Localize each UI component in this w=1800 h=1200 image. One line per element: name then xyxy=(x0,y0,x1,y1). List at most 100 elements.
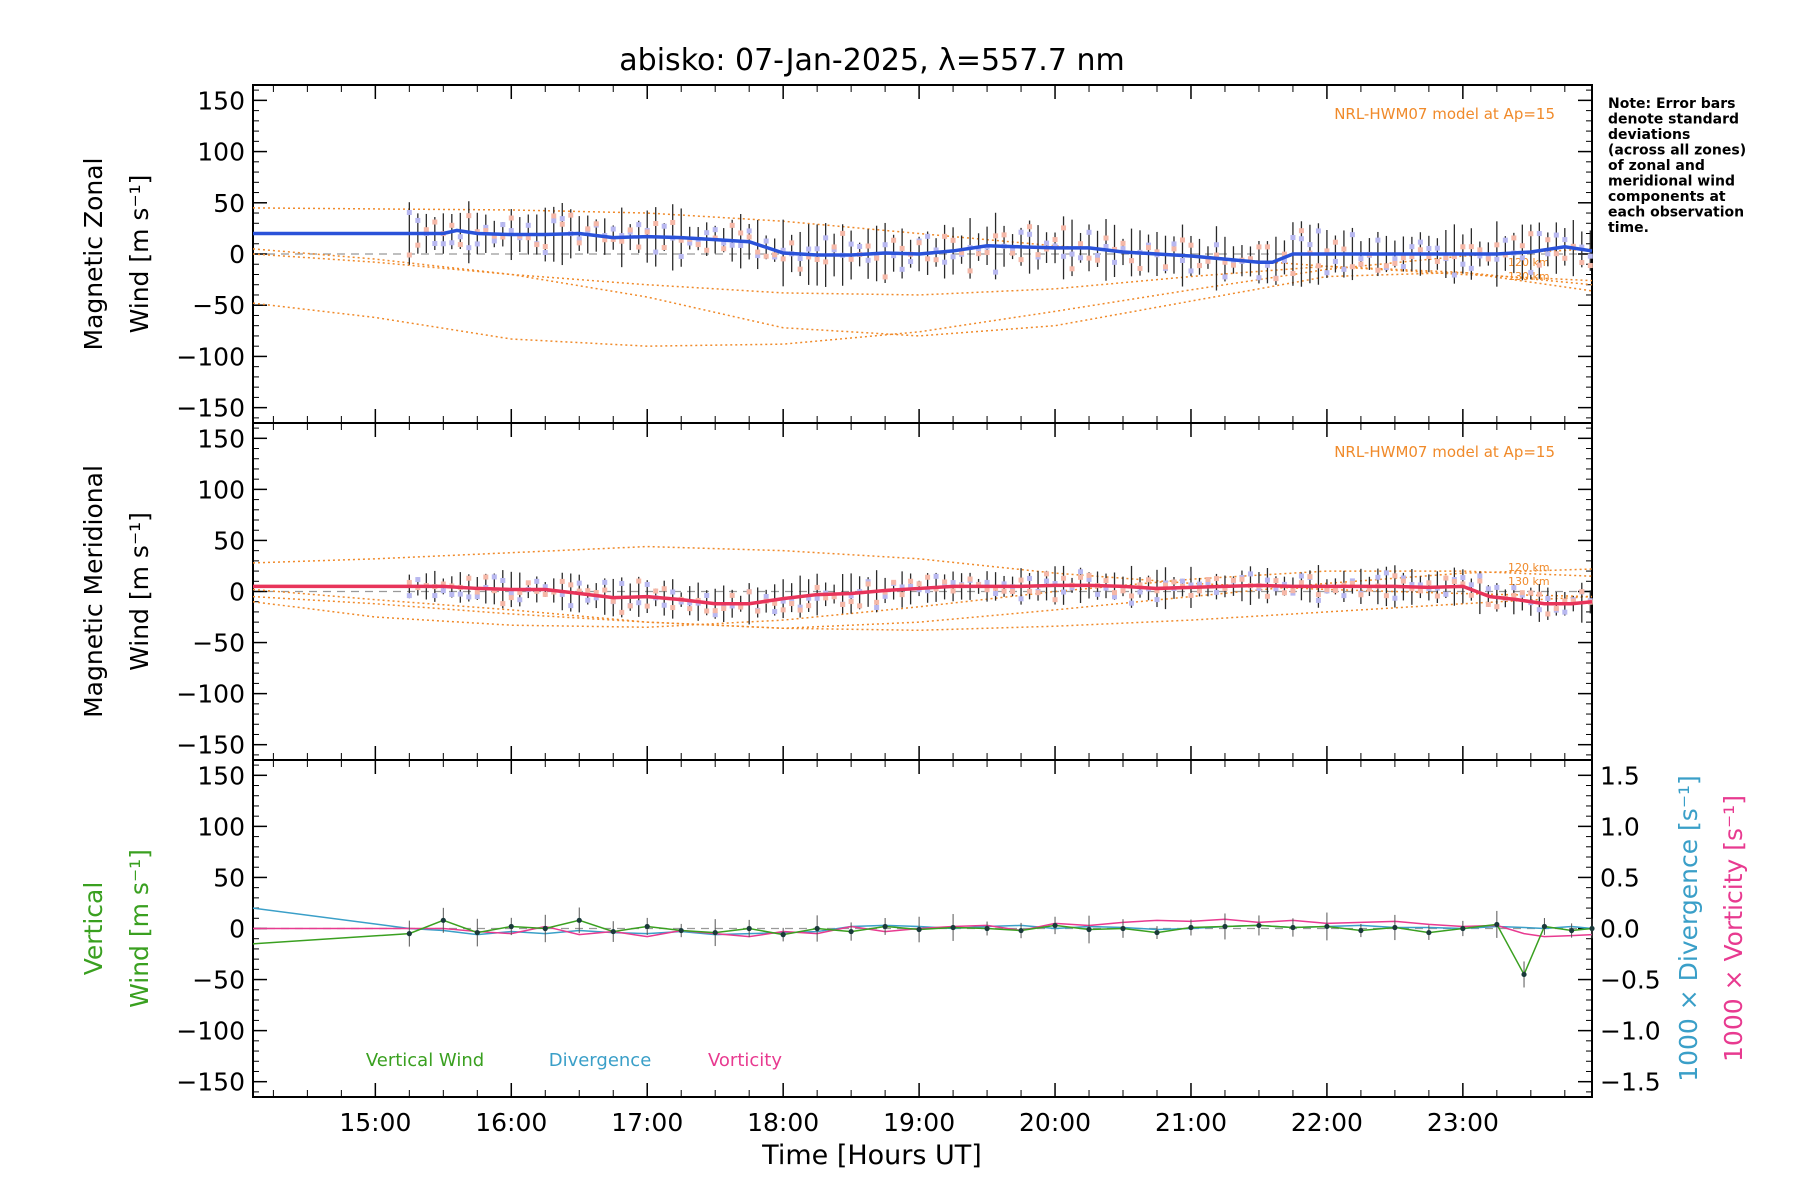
zone-point xyxy=(712,608,718,614)
zone-point xyxy=(1086,255,1092,261)
vertical-wind-point xyxy=(1541,923,1548,930)
zone-point xyxy=(1434,245,1440,251)
x-tick-label: 16:00 xyxy=(475,1108,547,1137)
zone-point xyxy=(1536,231,1542,237)
zone-point xyxy=(1188,242,1194,248)
zone-point xyxy=(1562,237,1568,243)
zone-point xyxy=(457,591,463,597)
zone-point xyxy=(729,242,735,248)
zone-point xyxy=(797,604,803,610)
y-tick-label: −50 xyxy=(192,629,245,658)
zone-point xyxy=(1027,231,1033,237)
zone-point xyxy=(1213,576,1219,582)
zone-point xyxy=(993,591,999,597)
zone-point xyxy=(704,608,710,614)
zone-point xyxy=(899,592,905,598)
zone-point xyxy=(772,252,778,258)
zone-point xyxy=(1010,250,1016,256)
zone-point xyxy=(925,574,931,580)
zone-point xyxy=(1358,256,1364,262)
zone-point xyxy=(1545,611,1551,617)
zone-point xyxy=(1494,242,1500,248)
y-tick-label: 100 xyxy=(197,812,245,841)
zone-point xyxy=(1460,575,1466,581)
panel-vertical: 150 100 50 0 −50 −100 −150 Vertical Wind [m s⁻¹]… xyxy=(79,759,1748,1098)
zone-point xyxy=(891,579,897,585)
zone-point xyxy=(1044,571,1050,577)
zone-point xyxy=(1332,258,1338,264)
zone-point xyxy=(1375,267,1381,273)
zone-point xyxy=(1213,252,1219,258)
note-line: deviations xyxy=(1608,127,1690,143)
zone-point xyxy=(1417,588,1423,594)
zone-point xyxy=(491,238,497,244)
zone-point xyxy=(933,573,939,579)
zone-point xyxy=(1315,228,1321,234)
zone-point xyxy=(1460,261,1466,267)
zone-point xyxy=(712,612,718,618)
vertical-wind-point xyxy=(1188,924,1194,931)
zone-point xyxy=(483,228,489,234)
zone-point xyxy=(619,580,625,586)
vertical-wind-point xyxy=(1086,926,1092,933)
zone-point xyxy=(1349,580,1355,586)
vertical-wind-point xyxy=(542,925,548,932)
vertical-wind-point xyxy=(1392,924,1398,931)
zone-point xyxy=(823,595,829,601)
zone-point xyxy=(891,237,897,243)
zone-point xyxy=(1256,585,1262,591)
zone-point xyxy=(406,579,412,585)
zone-point xyxy=(1052,237,1058,243)
zone-point xyxy=(678,237,684,243)
zone-point xyxy=(440,241,446,247)
zone-point xyxy=(610,598,616,604)
zone-point xyxy=(763,594,769,600)
legend-entry: Vertical Wind xyxy=(366,1050,484,1071)
zone-point xyxy=(1145,245,1151,251)
zone-point xyxy=(1298,573,1304,579)
zone-point xyxy=(1298,580,1304,586)
zone-point xyxy=(551,218,557,224)
y2-tick-label: 1.5 xyxy=(1600,761,1640,790)
vertical-wind-point xyxy=(1494,921,1500,928)
zone-point xyxy=(806,246,812,252)
zone-point xyxy=(1052,597,1058,603)
zone-point xyxy=(1417,247,1423,253)
zone-point xyxy=(1562,609,1568,615)
zone-point xyxy=(1400,255,1406,261)
vertical-wind-point xyxy=(1521,971,1527,978)
x-tick-label: 21:00 xyxy=(1155,1108,1227,1137)
zone-point xyxy=(670,219,676,225)
zone-point xyxy=(1069,585,1075,591)
y-tick-label: −150 xyxy=(176,731,245,760)
zone-point xyxy=(644,603,650,609)
zone-point xyxy=(882,242,888,248)
zone-point xyxy=(746,589,752,595)
zone-point xyxy=(1511,585,1517,591)
zone-point xyxy=(1196,263,1202,269)
zone-point xyxy=(1545,251,1551,257)
zone-point xyxy=(1443,254,1449,260)
zone-point xyxy=(1528,269,1534,275)
zone-point xyxy=(1018,577,1024,583)
zone-point xyxy=(415,217,421,223)
zone-point xyxy=(806,603,812,609)
zone-point xyxy=(789,240,795,246)
zone-point xyxy=(1078,569,1084,575)
zone-point xyxy=(440,588,446,594)
zone-point xyxy=(593,221,599,227)
zone-point xyxy=(1095,253,1101,259)
zone-point xyxy=(865,257,871,263)
zone-point xyxy=(797,607,803,613)
zone-point xyxy=(517,597,523,603)
zone-point xyxy=(1519,255,1525,261)
zone-point xyxy=(517,589,523,595)
zone-point xyxy=(1332,588,1338,594)
y2-tick-label: 1.0 xyxy=(1600,812,1640,841)
zone-point xyxy=(1112,594,1118,600)
panel-zonal: 150 100 50 0 −50 −100 −150 Magnetic Zonal Wind [… xyxy=(79,84,1593,424)
y-tick-label: −50 xyxy=(192,966,245,995)
zone-point xyxy=(874,605,880,611)
zone-point xyxy=(942,582,948,588)
